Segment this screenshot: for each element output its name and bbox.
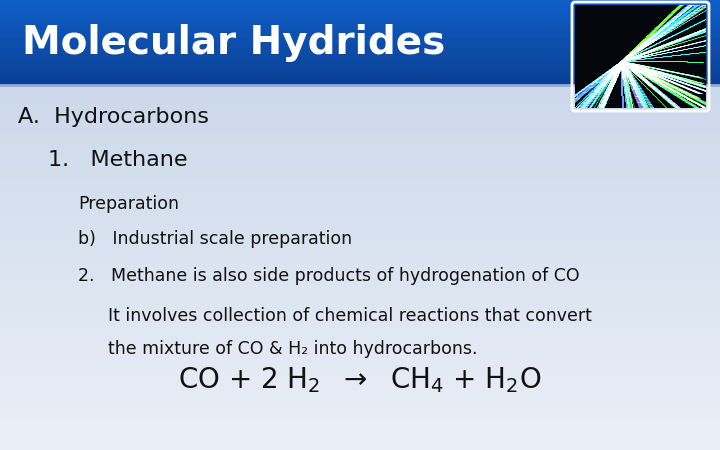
Text: CO + 2 H$_2$  $\rightarrow$  CH$_4$ + H$_2$O: CO + 2 H$_2$ $\rightarrow$ CH$_4$ + H$_2…	[179, 365, 541, 395]
Text: 1.   Methane: 1. Methane	[48, 150, 187, 170]
Text: the mixture of CO & H₂ into hydrocarbons.: the mixture of CO & H₂ into hydrocarbons…	[108, 340, 477, 358]
Text: A.  Hydrocarbons: A. Hydrocarbons	[18, 107, 209, 127]
Text: b)   Industrial scale preparation: b) Industrial scale preparation	[78, 230, 352, 248]
Text: Molecular Hydrides: Molecular Hydrides	[22, 23, 445, 62]
Text: 2.   Methane is also side products of hydrogenation of CO: 2. Methane is also side products of hydr…	[78, 267, 580, 285]
Text: Preparation: Preparation	[78, 195, 179, 213]
Text: It involves collection of chemical reactions that convert: It involves collection of chemical react…	[108, 307, 592, 325]
